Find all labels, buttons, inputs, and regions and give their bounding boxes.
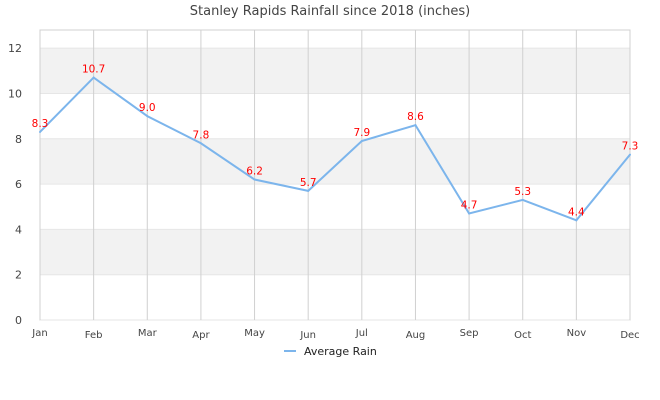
- plot-band: [40, 48, 630, 94]
- data-point: [468, 212, 471, 215]
- x-tick-label: Apr: [192, 330, 210, 341]
- data-point: [360, 140, 363, 143]
- series-line-average-rain: [39, 76, 631, 222]
- plot-band: [40, 138, 630, 185]
- data-label: 9.0: [139, 102, 156, 114]
- data-point: [575, 219, 578, 222]
- x-tick-label: Oct: [514, 330, 531, 341]
- plot-band: [40, 229, 630, 275]
- y-tick-label: 6: [15, 178, 22, 191]
- x-tick-label: Sep: [460, 328, 479, 339]
- data-point: [39, 130, 41, 133]
- data-point: [253, 178, 256, 181]
- data-label: 7.3: [622, 141, 639, 153]
- data-label: 6.2: [246, 166, 263, 178]
- y-tick-label: 4: [15, 223, 22, 236]
- y-tick-label: 12: [8, 42, 22, 55]
- data-point: [199, 142, 202, 145]
- x-tick-label: Mar: [138, 328, 158, 339]
- data-label: 10.7: [82, 64, 105, 76]
- x-tick-label: Jan: [31, 328, 47, 339]
- x-tick-label: Nov: [567, 328, 587, 339]
- data-label: 8.3: [32, 118, 49, 130]
- x-tick-label: Jul: [355, 328, 368, 339]
- data-label: 7.9: [353, 127, 370, 139]
- data-label: 4.4: [568, 206, 585, 218]
- data-label: 5.7: [300, 177, 317, 189]
- chart-title: Stanley Rapids Rainfall since 2018 (inch…: [190, 4, 470, 19]
- x-tick-label: Feb: [85, 330, 103, 341]
- data-label: 8.6: [407, 111, 424, 123]
- data-label: 4.7: [461, 200, 478, 212]
- x-tick-label: Jun: [299, 330, 316, 341]
- data-point: [521, 198, 524, 201]
- data-point: [414, 124, 417, 127]
- data-point: [92, 76, 95, 79]
- y-tick-label: 0: [15, 314, 22, 327]
- data-point: [629, 153, 631, 156]
- x-tick-label: May: [244, 328, 265, 339]
- x-tick-label: Aug: [406, 330, 426, 341]
- y-tick-label: 8: [15, 133, 22, 146]
- data-label: 5.3: [514, 186, 531, 198]
- x-tick-label: Dec: [620, 330, 639, 341]
- y-tick-label: 10: [8, 87, 22, 100]
- data-point: [146, 115, 149, 118]
- legend[interactable]: Average Rain: [284, 345, 377, 358]
- legend-label: Average Rain: [304, 345, 377, 358]
- data-label: 7.8: [193, 129, 210, 141]
- data-point: [307, 189, 310, 192]
- y-tick-label: 2: [15, 269, 22, 282]
